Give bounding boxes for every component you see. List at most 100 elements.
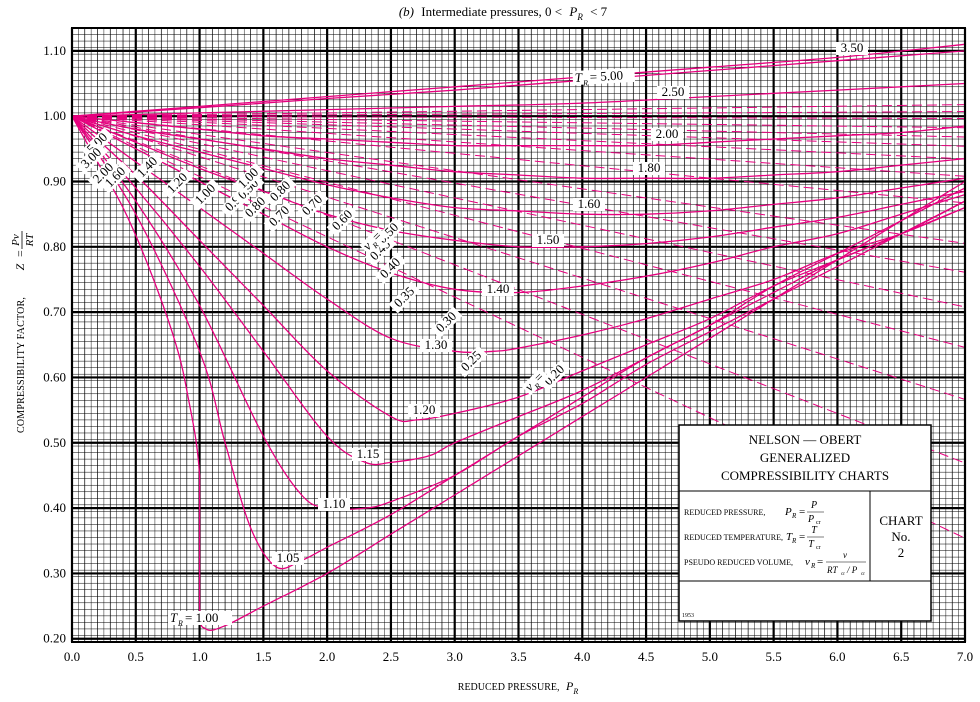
- isotherm-label-1-80-text: 1.80: [638, 160, 661, 175]
- isotherm-label-1-60: 1.60: [573, 196, 605, 211]
- def-temperature-sub: R: [791, 537, 797, 545]
- isotherm-label-2-50-text: 2.50: [662, 84, 685, 99]
- isotherm-5-00: [72, 43, 965, 117]
- isotherm-1-60: [72, 115, 965, 216]
- tr-100-eq: = 1.00: [185, 610, 218, 625]
- svg-text:=: =: [817, 556, 823, 568]
- x-tick-label: 5.0: [702, 649, 718, 664]
- def-pressure-sym: P: [784, 506, 792, 518]
- volume-line-0-40: [72, 115, 965, 308]
- volume-line-0-50: [72, 115, 965, 244]
- def-pressure-sub: R: [791, 512, 797, 520]
- volume-line-1-20: [72, 115, 965, 129]
- y-tick-label: 0.50: [43, 435, 66, 450]
- isotherm-1-10: [72, 115, 965, 511]
- tr-100-label: T R = 1.00: [168, 610, 232, 628]
- y-tick-label: 0.80: [43, 239, 66, 254]
- x-tick-label: 6.5: [893, 649, 909, 664]
- def-volume-den: RT: [826, 565, 838, 575]
- x-tick-label: 5.5: [766, 649, 782, 664]
- isotherm-1-15: [72, 115, 965, 466]
- def-temperature-label: REDUCED TEMPERATURE,: [684, 533, 783, 542]
- chart-number-line-2: No.: [891, 529, 910, 544]
- y-axis-label-den: RT: [24, 233, 36, 248]
- def-pressure-den: P: [807, 514, 814, 525]
- title-text: Intermediate pressures, 0 <: [421, 4, 562, 19]
- volume-line-2-00: [72, 111, 965, 117]
- title-tail: < 7: [590, 4, 608, 19]
- isotherm-label-2-50: 2.50: [657, 84, 689, 99]
- isotherm-label-1-20: 1.20: [408, 402, 440, 417]
- x-tick-label: 4.0: [574, 649, 590, 664]
- def-volume-label: PSEUDO REDUCED VOLUME,: [684, 558, 793, 567]
- y-tick-label: 0.70: [43, 304, 66, 319]
- def-temperature-den: T: [808, 539, 815, 550]
- x-tick-label: 2.0: [319, 649, 335, 664]
- tr-100-sym: T: [170, 610, 178, 625]
- isotherm-label-1-30: 1.30: [420, 337, 452, 352]
- y-axis-label: COMPRESSIBILITY FACTOR, Z = Pv RT: [10, 231, 36, 433]
- y-tick-label: 0.30: [43, 565, 66, 580]
- isotherm-label-1-50: 1.50: [532, 232, 564, 247]
- x-tick-label: 2.5: [383, 649, 399, 664]
- curve-layer: [72, 43, 965, 631]
- y-axis-label-num: Pv: [10, 234, 22, 247]
- left-label-6: 1.00: [189, 178, 222, 211]
- volume-label-0-40: 0.40: [374, 252, 407, 285]
- svg-text:=: =: [799, 531, 805, 543]
- isotherm-label-1-50-text: 1.50: [537, 232, 560, 247]
- isotherm-label-1-40: 1.40: [482, 281, 514, 296]
- x-tick-label: 1.0: [191, 649, 207, 664]
- def-temperature-sym: T: [786, 531, 793, 543]
- isotherm-label-1-60-text: 1.60: [578, 196, 601, 211]
- isotherm-label-1-10-text: 1.10: [323, 496, 346, 511]
- def-volume-sub: R: [810, 562, 816, 570]
- vr-prefix-1: vR=: [522, 367, 550, 396]
- info-box-title-1: NELSON — OBERT: [749, 432, 862, 447]
- def-volume-cr-2: cr: [861, 572, 865, 577]
- isotherm-label-3-50-text: 3.50: [841, 40, 864, 55]
- y-tick-label: 0.20: [43, 631, 66, 646]
- x-tick-label: 1.5: [255, 649, 271, 664]
- y-tick-label: 1.10: [43, 43, 66, 58]
- tr-500-eq: = 5.00: [589, 67, 623, 84]
- volume-line-0-25: [72, 115, 965, 464]
- isotherm-1-50: [72, 115, 965, 249]
- isotherm-1-20: [72, 115, 965, 423]
- chart-year: 1953: [682, 613, 694, 619]
- x-tick-label: 4.5: [638, 649, 654, 664]
- def-volume-cr: cr: [841, 572, 845, 577]
- volume-label-0-70: 0.70: [296, 189, 329, 222]
- volume-line-0-90: [72, 115, 965, 147]
- isotherm-label-1-30-text: 1.30: [425, 337, 448, 352]
- chart-number-line-3: 2: [898, 545, 905, 560]
- x-axis-label-text: REDUCED PRESSURE,: [458, 682, 560, 693]
- def-temperature-cr: cr: [816, 545, 821, 551]
- volume-line-1-00: [72, 115, 965, 138]
- isotherm-label-1-20-text: 1.20: [413, 402, 436, 417]
- volume-line-3-00: [72, 104, 965, 117]
- def-pressure-cr: cr: [816, 520, 821, 526]
- svg-text:=: =: [799, 506, 805, 518]
- x-tick-label: 0.0: [64, 649, 80, 664]
- isotherm-2-00: [72, 115, 965, 147]
- plot-frame: [71, 27, 966, 643]
- isotherm-label-3-50: 3.50: [836, 40, 868, 55]
- isotherm-1-00: [72, 115, 965, 631]
- def-volume-den-tail: / P: [846, 565, 858, 575]
- svg-text:=: =: [13, 250, 27, 257]
- y-tick-label: 0.90: [43, 174, 66, 189]
- volume-line-1-60: [72, 115, 965, 119]
- title-sub: R: [576, 12, 583, 22]
- info-box-title-2: GENERALIZED: [760, 450, 850, 465]
- tr-100-sub: R: [177, 619, 183, 628]
- isotherm-2-50: [72, 82, 965, 117]
- isotherm-label-2-00: 2.00: [651, 126, 683, 141]
- isotherm-label-1-15-text: 1.15: [357, 446, 380, 461]
- volume-line-0-45: [72, 115, 965, 273]
- x-tick-label: 7.0: [957, 649, 973, 664]
- x-tick-label: 0.5: [128, 649, 144, 664]
- def-temperature-num: T: [811, 525, 818, 536]
- y-tick-label: 1.00: [43, 108, 66, 123]
